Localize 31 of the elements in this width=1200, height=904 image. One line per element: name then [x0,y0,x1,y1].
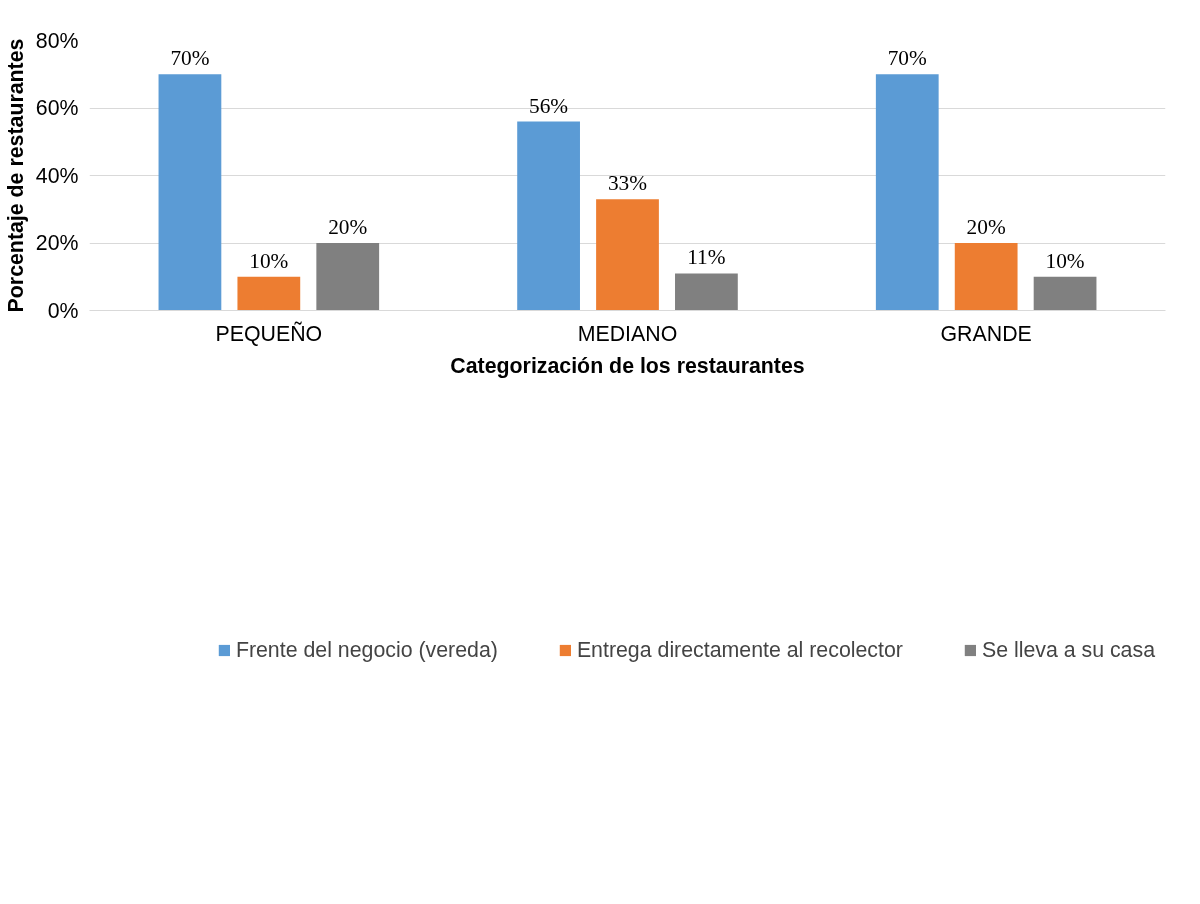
x-tick-label: GRANDE [940,321,1032,346]
y-axis-title: Porcentaje de restaurantes [3,38,28,313]
x-tick-label: PEQUEÑO [215,320,323,346]
x-tick-label: MEDIANO [577,321,678,346]
data-label: 10% [1045,248,1085,273]
y-tick-label: 80% [35,28,79,53]
data-label: 20% [328,215,368,239]
y-tick-label: 40% [35,163,79,188]
legend-label: Se lleva a su casa [981,637,1155,663]
bar [1033,276,1097,311]
data-label: 56% [529,93,569,118]
bar [954,243,1018,311]
y-tick-label: 20% [35,231,79,255]
bar [158,74,222,311]
data-label: 10% [249,248,289,273]
bar [596,199,659,311]
bar [675,273,738,311]
y-tick-label: 60% [35,96,79,120]
data-label: 70% [887,46,928,71]
legend-label: Entrega directamente al recolector [576,637,903,663]
data-label: 33% [607,171,648,196]
data-label: 11% [687,245,726,270]
data-label: 20% [966,215,1006,239]
y-tick-label: 0% [47,298,79,323]
bar [517,121,580,311]
data-label: 70% [170,46,210,71]
bar [237,276,301,311]
x-axis-title: Categorización de los restaurantes [450,353,805,378]
bar [875,74,939,311]
legend-label: Frente del negocio (vereda) [235,637,498,663]
bar [316,243,380,311]
